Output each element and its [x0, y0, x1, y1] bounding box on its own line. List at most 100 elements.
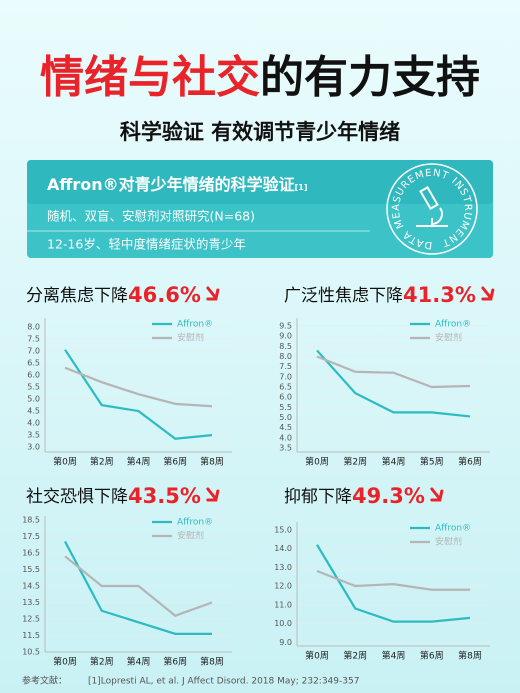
x-tick-label: 第8周 [458, 650, 482, 662]
series-line [316, 349, 471, 418]
legend-label: 安慰剂 [177, 332, 204, 344]
y-tick-label: 8.5 [279, 342, 292, 351]
study-design: 随机、双盲、安慰剂对照研究(N=68) [47, 209, 255, 224]
chart-title-text: 分离焦虑下降 [26, 286, 128, 306]
legend-label: Affron® [177, 320, 213, 330]
x-tick-label: 第2周 [343, 650, 367, 662]
legend-label: 安慰剂 [435, 536, 462, 548]
chart: 抑郁下降49.3% 9.0 10.0 11.0 12.0 13.0 14.0 15.0 第0周 第… [274, 484, 490, 662]
x-tick-label: 第0周 [53, 456, 77, 468]
x-tick-label: 第4周 [382, 456, 406, 468]
x-tick-label: 第2周 [343, 456, 367, 468]
y-tick-label: 4.5 [279, 423, 292, 432]
y-tick-label: 9.5 [279, 322, 292, 331]
y-tick-label: 6.0 [279, 393, 292, 402]
y-tick-label: 14.5 [22, 582, 40, 591]
y-tick-label: 11.0 [274, 600, 292, 609]
down-arrow [206, 286, 220, 301]
legend-label: Affron® [435, 320, 471, 330]
y-tick-label: 13.0 [274, 563, 292, 572]
x-tick-label: 第6周 [163, 656, 187, 668]
y-tick-label: 4.0 [279, 433, 292, 442]
y-tick-label: 12.0 [274, 582, 292, 591]
y-tick-label: 3.0 [27, 443, 40, 452]
chart-title: 社交恐惧下降43.5% [26, 484, 201, 508]
y-tick-label: 18.5 [22, 516, 40, 525]
y-tick-label: 15.5 [22, 565, 40, 574]
down-arrow [481, 286, 495, 301]
y-tick-label: 5.5 [279, 403, 292, 412]
study-heading: Affron®对青少年情绪的科学验证[1] [47, 175, 308, 194]
x-tick-label: 第4周 [127, 456, 151, 468]
y-tick-label: 6.5 [27, 358, 40, 367]
title-red: 情绪与社交 [40, 52, 260, 103]
chart: 分离焦虑下降46.6% 3.0 3.5 4.0 4.5 5.0 5.5 6.0 6.5 7.0 7.… [26, 283, 232, 468]
y-tick-label: 4.5 [27, 407, 40, 416]
x-tick-label: 第2周 [90, 656, 114, 668]
y-tick-label: 14.0 [274, 544, 292, 553]
highlight: 46.6% [128, 283, 201, 307]
y-tick-label: 7.0 [279, 372, 292, 381]
chart-title-text: 抑郁下降 [284, 487, 352, 507]
study-header [27, 160, 493, 204]
y-tick-label: 17.5 [22, 532, 40, 541]
down-arrow [206, 487, 220, 502]
chart: 广泛性焦虑下降41.3%3.54.04.55.05.56.06.57.07.58… [279, 283, 495, 468]
y-tick-label: 16.5 [22, 549, 40, 558]
y-tick-label: 13.5 [22, 598, 40, 607]
chart-title-text: 广泛性焦虑下降 [284, 286, 403, 306]
y-tick-label: 5.5 [27, 383, 40, 392]
series-line [64, 555, 213, 617]
y-tick-label: 11.5 [22, 631, 40, 640]
series-line [316, 569, 470, 591]
legend-label: Affron® [435, 524, 471, 534]
y-tick-label: 12.5 [22, 615, 40, 624]
y-tick-label: 9.0 [279, 638, 292, 647]
x-tick-label: 第4周 [127, 656, 151, 668]
series-line [64, 366, 213, 408]
legend-label: 安慰剂 [177, 530, 204, 542]
y-tick-label: 7.5 [27, 334, 40, 343]
y-tick-label: 7.5 [279, 362, 292, 371]
reference-label: 参考文献： [22, 675, 67, 687]
main-title: 情绪与社交的有力支持 [40, 52, 480, 103]
reference-citation: [1]Lopresti AL, et al. J Affect Disord. … [88, 677, 359, 687]
series-line [64, 540, 212, 635]
highlight: 41.3% [403, 283, 476, 307]
y-tick-label: 8.0 [27, 322, 40, 331]
y-tick-label: 3.5 [27, 431, 40, 440]
legend-label: 安慰剂 [435, 332, 462, 344]
x-tick-label: 第0周 [305, 650, 329, 662]
x-tick-label: 第6周 [420, 650, 444, 662]
x-tick-label: 第6周 [163, 456, 187, 468]
y-tick-label: 4.0 [27, 419, 40, 428]
down-arrow [430, 487, 444, 502]
y-tick-label: 5.0 [279, 413, 292, 422]
title-black: 的有力支持 [260, 52, 480, 103]
microscope-icon [416, 185, 448, 227]
y-tick-label: 8.0 [279, 352, 292, 361]
x-tick-label: 第8周 [200, 456, 224, 468]
highlight: 49.3% [352, 484, 425, 508]
study-heading-text: Affron®对青少年情绪的科学验证 [47, 175, 295, 194]
y-tick-label: 6.5 [279, 383, 292, 392]
y-tick-label: 5.0 [27, 395, 40, 404]
series-line [316, 544, 471, 623]
study-population: 12-16岁、轻中度情绪症状的青少年 [47, 237, 246, 252]
charts: 分离焦虑下降46.6%3.03.54.04.55.05.56.06.57.07.… [22, 283, 495, 668]
chart-title-text: 社交恐惧下降 [26, 487, 128, 507]
chart-title: 抑郁下降49.3% [284, 484, 425, 508]
x-tick-label: 第8周 [200, 656, 224, 668]
chart-title: 分离焦虑下降46.6% [26, 283, 201, 307]
y-tick-label: 3.5 [279, 443, 292, 452]
y-tick-label: 10.0 [274, 619, 292, 628]
x-tick-label: 第0周 [305, 456, 329, 468]
y-tick-label: 6.0 [27, 370, 40, 379]
y-tick-label: 15.0 [274, 525, 292, 534]
series-line [64, 349, 213, 440]
x-tick-label: 第0周 [53, 656, 77, 668]
x-tick-label: 第5周 [420, 456, 444, 468]
series-line [316, 355, 471, 389]
x-tick-label: 第6周 [458, 456, 482, 468]
